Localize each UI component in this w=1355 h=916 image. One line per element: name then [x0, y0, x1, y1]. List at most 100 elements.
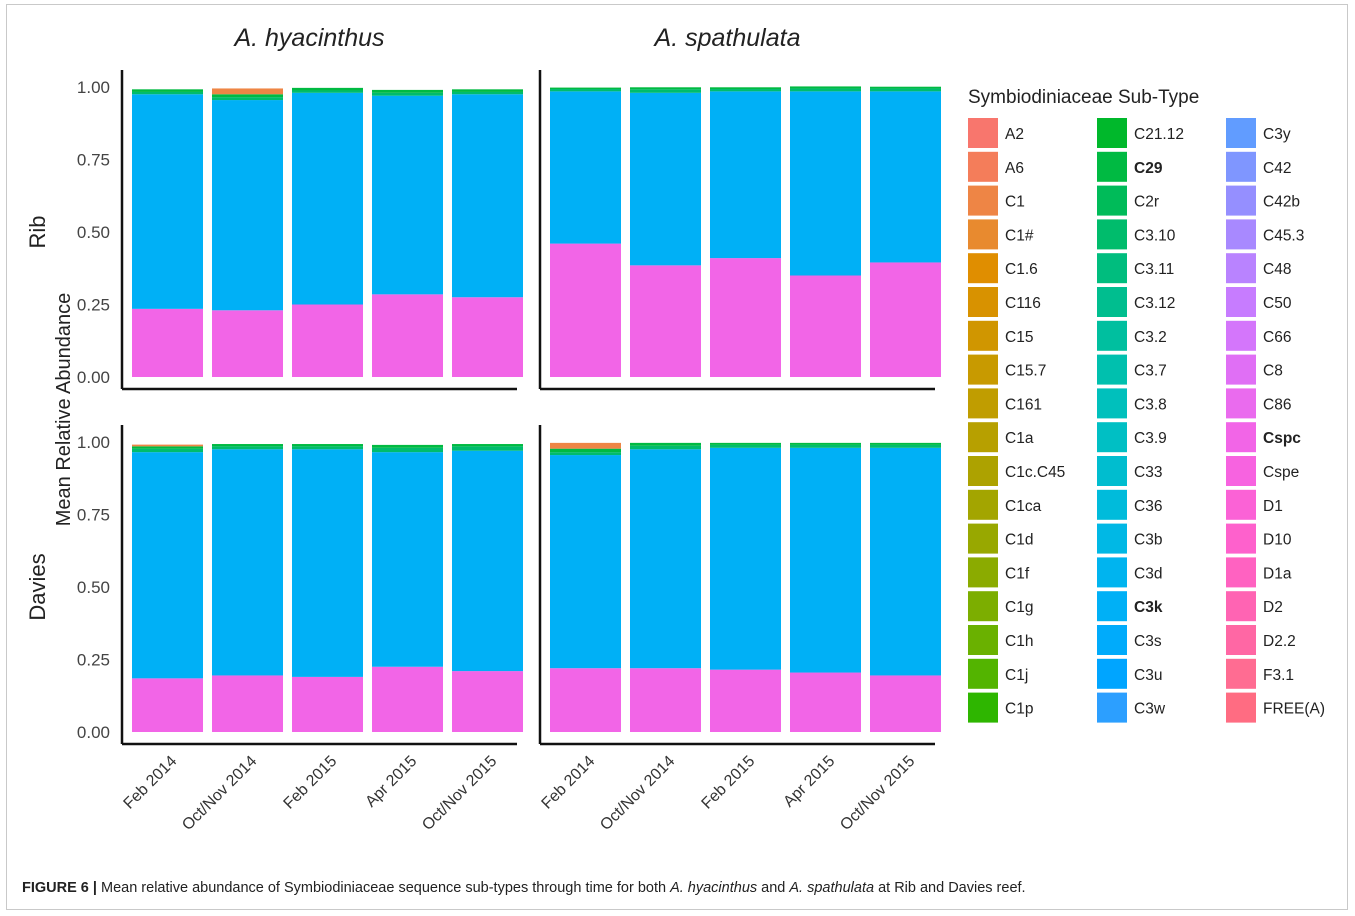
legend-item-label: C21.12 [1134, 126, 1184, 143]
legend-swatch [1097, 591, 1127, 622]
bar-segment [630, 442, 701, 446]
legend-item-label: C2r [1134, 194, 1159, 211]
legend-item-label: C3y [1263, 126, 1291, 143]
legend-item-label: D2.2 [1263, 633, 1296, 650]
legend-item-label: C1g [1005, 599, 1033, 616]
legend-swatch [1097, 287, 1127, 317]
bar-segment [790, 444, 861, 448]
legend-swatch [1226, 456, 1256, 486]
legend-swatch [968, 185, 998, 216]
x-tick-label: Oct/Nov 2015 [419, 753, 500, 834]
y-tick-label: 0.25 [77, 296, 110, 315]
legend-item-label: C3.11 [1134, 261, 1174, 278]
legend-swatch [968, 253, 998, 284]
bar-segment [452, 671, 523, 732]
legend-item-label: FREE(A) [1263, 701, 1325, 718]
legend-item-label: C3d [1134, 565, 1162, 582]
legend-item-label: C8 [1263, 363, 1283, 380]
bar-segment [870, 442, 941, 445]
bar-segment [790, 91, 861, 276]
bar-segment [212, 97, 283, 101]
legend-item-label: D1 [1263, 498, 1283, 515]
bar-segment [132, 91, 203, 95]
legend-swatch [1097, 658, 1127, 689]
facet-title-1: A. spathulata [653, 24, 801, 52]
y-tick-label: 0.50 [77, 223, 110, 242]
legend-swatch [1097, 489, 1127, 520]
legend-swatch [1226, 185, 1256, 216]
legend-item-label: C42 [1263, 160, 1291, 177]
bar-segment [372, 666, 443, 732]
bar-segment [710, 447, 781, 670]
legend-item-label: C15.7 [1005, 363, 1046, 380]
legend-item-label: C3k [1134, 599, 1163, 616]
legend-item-label: D1a [1263, 565, 1292, 582]
bar-segment [790, 672, 861, 732]
legend-item-label: D2 [1263, 599, 1283, 616]
x-tick-label: Feb 2014 [121, 753, 181, 813]
legend-swatch [1097, 422, 1127, 453]
caption-species-2: A. spathulata [789, 880, 875, 896]
bar-segment [710, 91, 781, 259]
bar-segment [550, 89, 621, 92]
legend-item-label: Cspc [1263, 430, 1301, 447]
bar-segment [212, 675, 283, 732]
legend-swatch [1226, 658, 1256, 689]
bar-segment [292, 444, 363, 447]
legend-item-label: C50 [1263, 295, 1292, 312]
x-tick-label: Apr 2015 [780, 753, 838, 811]
bar-segment [372, 95, 443, 295]
bar-segment [550, 91, 621, 244]
caption-and: and [757, 880, 790, 896]
caption-label: FIGURE 6 | [22, 880, 97, 896]
bar-segment [292, 87, 363, 91]
y-tick-label: 0.25 [77, 651, 110, 670]
legend-swatch [1097, 253, 1127, 284]
legend-swatch [968, 354, 998, 385]
bar-segment [630, 668, 701, 732]
legend-item-label: C66 [1263, 329, 1291, 346]
bar-segment [790, 442, 861, 445]
legend-swatch [1097, 456, 1127, 486]
bar-segment [550, 455, 621, 669]
bar-segment [550, 448, 621, 453]
legend-swatch [968, 320, 998, 351]
bar-segment [710, 258, 781, 377]
bar-segment [710, 89, 781, 92]
figure-caption: FIGURE 6 | Mean relative abundance of Sy… [22, 880, 1026, 896]
bar-segment [550, 452, 621, 456]
bar-segment [212, 100, 283, 311]
legend-item-label: C33 [1134, 464, 1162, 481]
legend-item-label: C1f [1005, 565, 1030, 582]
legend-item-label: C1j [1005, 667, 1028, 684]
legend-item-label: C1.6 [1005, 261, 1038, 278]
legend-item-label: C3w [1134, 701, 1166, 718]
legend-swatch [1097, 625, 1127, 655]
legend-swatch [1097, 151, 1127, 182]
bar-segment [630, 265, 701, 377]
legend-item-label: C3.7 [1134, 363, 1167, 380]
legend-swatch [968, 489, 998, 520]
legend-swatch [1097, 557, 1127, 588]
legend-swatch [1226, 354, 1256, 385]
bar-segment [212, 444, 283, 447]
bar-segment [292, 90, 363, 93]
y-tick-label: 0.75 [77, 151, 110, 170]
bar-segment [550, 668, 621, 732]
bar-segment [132, 678, 203, 732]
legend-item-label: C42b [1263, 194, 1300, 211]
bar-segment [710, 444, 781, 448]
bar-segment [550, 87, 621, 90]
legend-item-label: C48 [1263, 261, 1291, 278]
bar-segment [630, 92, 701, 266]
legend-swatch [968, 456, 998, 486]
legend-item-label: A6 [1005, 160, 1024, 177]
bar-segment [292, 449, 363, 677]
facet-title-0: A. hyacinthus [232, 24, 384, 52]
y-tick-label: 0.00 [77, 723, 110, 742]
bar-segment [452, 444, 523, 447]
bar-segment [212, 310, 283, 377]
bar-segment [132, 444, 203, 447]
legend-item-label: C3.9 [1134, 430, 1167, 447]
legend-swatch [968, 219, 998, 250]
